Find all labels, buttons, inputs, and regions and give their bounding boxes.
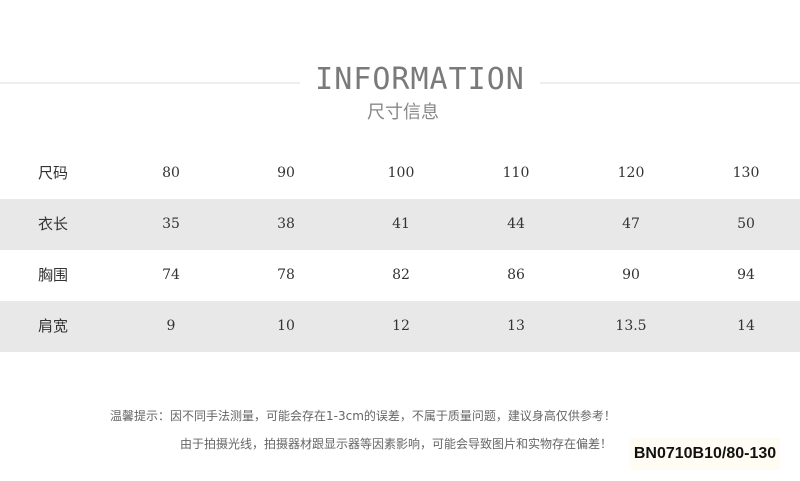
row-label: 肩宽 xyxy=(38,317,69,335)
divider-right xyxy=(540,82,800,84)
table-cell: 14 xyxy=(737,318,755,334)
table-cell: 80 xyxy=(162,165,180,181)
row-label: 胸围 xyxy=(38,266,69,284)
table-cell: 90 xyxy=(622,267,640,283)
table-cell: 35 xyxy=(162,216,180,232)
table-cell: 9 xyxy=(166,318,176,334)
divider-left xyxy=(0,82,300,84)
table-cell: 50 xyxy=(737,216,755,232)
table-row: 肩宽 9 10 12 13 13.5 14 xyxy=(0,301,800,352)
table-cell: 12 xyxy=(392,318,410,334)
table-cell: 100 xyxy=(387,165,415,181)
table-row: 胸围 74 78 82 86 90 94 xyxy=(0,250,800,301)
page-title: INFORMATION xyxy=(315,62,525,97)
table-cell: 13.5 xyxy=(615,318,647,334)
table-cell: 90 xyxy=(277,165,295,181)
row-label: 尺码 xyxy=(38,164,69,182)
table-cell: 94 xyxy=(737,267,755,283)
note-line-2: 由于拍摄光线，拍摄器材跟显示器等因素影响，可能会导致图片和实物存在偏差！ xyxy=(180,437,613,451)
row-label: 衣长 xyxy=(38,215,69,233)
table-cell: 78 xyxy=(277,267,295,283)
table-cell: 110 xyxy=(502,165,530,181)
note-line-1: 温馨提示：因不同手法测量，可能会存在1-3cm的误差，不属于质量问题，建议身高仅… xyxy=(110,409,616,423)
table-cell: 82 xyxy=(392,267,410,283)
table-cell: 120 xyxy=(617,165,645,181)
table-row: 尺码 80 90 100 110 120 130 xyxy=(0,148,800,199)
table-cell: 130 xyxy=(732,165,760,181)
table-cell: 38 xyxy=(277,216,295,232)
table-cell: 13 xyxy=(507,318,525,334)
table-cell: 74 xyxy=(162,267,180,283)
table-row: 衣长 35 38 41 44 47 50 xyxy=(0,199,800,250)
sku-label: BN0710B10/80-130 xyxy=(630,438,780,470)
table-cell: 44 xyxy=(507,216,525,232)
table-cell: 47 xyxy=(622,216,640,232)
table-cell: 10 xyxy=(277,318,295,334)
table-cell: 41 xyxy=(392,216,410,232)
page-subtitle: 尺寸信息 xyxy=(367,102,439,123)
table-cell: 86 xyxy=(507,267,525,283)
